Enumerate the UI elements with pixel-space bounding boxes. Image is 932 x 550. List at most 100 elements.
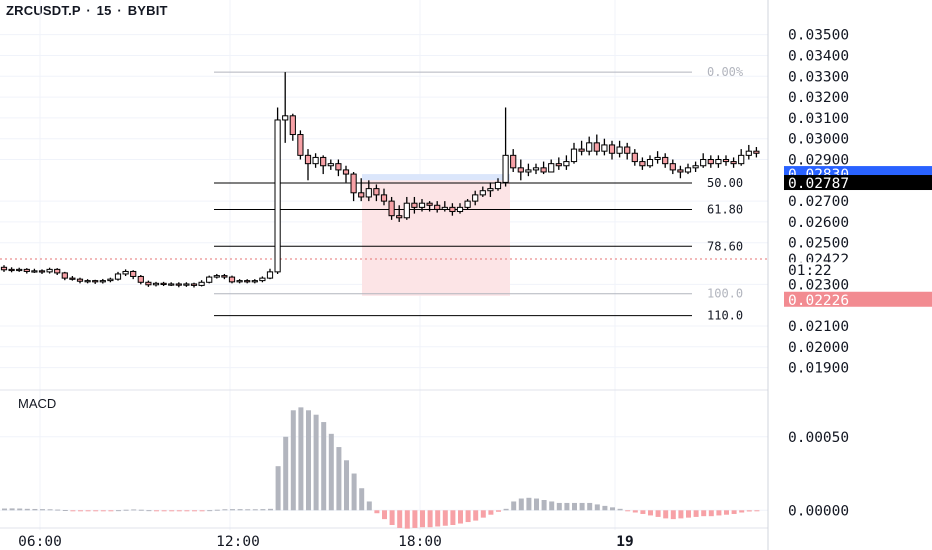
candle: [593, 134, 600, 156]
candle: [251, 279, 258, 284]
price-tick-label: 0.02500: [788, 236, 849, 252]
interval-label[interactable]: 15: [96, 3, 112, 18]
macd-histogram-bar: [572, 502, 577, 511]
macd-histogram-bar: [47, 509, 53, 511]
candle-body: [601, 144, 608, 152]
macd-histogram-bar: [397, 510, 403, 528]
candle-body: [753, 150, 760, 154]
macd-histogram-bar: [655, 510, 661, 517]
macd-histogram-bar: [260, 509, 266, 511]
candle-body: [198, 281, 205, 286]
candle: [654, 151, 661, 164]
candle-body: [494, 181, 502, 190]
macd-histogram-bar: [739, 510, 745, 513]
fib-level-label: 110.0: [707, 309, 743, 323]
candle: [335, 159, 342, 177]
candle: [350, 171, 357, 202]
candle-body: [23, 268, 30, 272]
macd-histogram-bar: [283, 436, 289, 511]
macd-histogram-bar: [404, 510, 410, 529]
macd-histogram-bar: [594, 504, 600, 511]
candle: [373, 184, 380, 202]
candle: [426, 201, 433, 212]
candle: [449, 203, 456, 216]
candle-body: [0, 266, 8, 271]
price-badge-label: 0.02787: [788, 176, 849, 192]
price-tick-label: 0.02000: [788, 340, 849, 356]
candle: [722, 155, 730, 166]
candle-body: [532, 167, 540, 171]
candle-body: [502, 154, 509, 183]
macd-histogram-bar: [442, 510, 448, 526]
candle-body: [487, 188, 494, 192]
macd-histogram-bar: [382, 510, 387, 520]
price-tick-label: 0.02100: [788, 319, 849, 335]
candle: [548, 159, 555, 173]
macd-histogram-bar: [298, 407, 304, 511]
candle-body: [61, 272, 68, 279]
candle: [479, 186, 486, 197]
candle-body: [31, 270, 38, 273]
candle: [84, 279, 91, 284]
macd-histogram-bar: [511, 501, 517, 511]
candle: [99, 278, 106, 284]
symbol-name[interactable]: ZRCUSDT.P: [6, 3, 81, 18]
candle-body: [259, 277, 266, 282]
candle-body: [418, 202, 426, 208]
candle: [601, 138, 608, 156]
macd-histogram-bar: [237, 509, 243, 511]
price-tick-label: 0.03300: [788, 69, 849, 85]
candle: [198, 280, 205, 287]
candle: [365, 180, 372, 202]
candle: [221, 273, 228, 280]
price-tick-label: 0.03000: [788, 132, 849, 148]
macd-histogram-bar: [625, 510, 631, 512]
macd-histogram-bar: [268, 508, 273, 511]
candle-body: [684, 167, 692, 173]
candle: [494, 178, 502, 191]
candle-body: [327, 163, 334, 167]
candle-body: [38, 270, 46, 273]
macd-histogram-bar: [55, 509, 61, 511]
macd-histogram-bar: [701, 510, 707, 517]
candle-body: [669, 163, 676, 171]
candle: [540, 161, 547, 175]
candle: [646, 155, 654, 168]
candle-body: [434, 204, 441, 210]
macd-histogram-bar: [564, 502, 570, 511]
candle-body: [16, 268, 23, 272]
candle: [616, 140, 623, 158]
price-badge: [784, 291, 932, 307]
macd-histogram-bar: [230, 509, 235, 511]
candle-body: [46, 268, 53, 273]
macd-histogram-bar: [556, 502, 562, 511]
candle-body: [479, 190, 486, 196]
candle-body: [388, 200, 395, 217]
macd-histogram-bar: [85, 510, 91, 512]
candle-body: [586, 142, 593, 152]
macd-title: MACD: [18, 396, 57, 411]
candle-body: [456, 206, 464, 213]
macd-histogram-bar: [617, 508, 623, 511]
macd-histogram-bar: [9, 508, 15, 511]
candle: [312, 153, 319, 168]
macd-histogram-bar: [686, 510, 691, 518]
macd-histogram-bar: [108, 510, 114, 512]
macd-histogram-bar: [716, 510, 722, 516]
macd-histogram-bar: [724, 510, 729, 515]
candle-body: [548, 163, 555, 173]
candle-body: [137, 275, 144, 283]
macd-histogram-bar: [693, 510, 699, 517]
macd-histogram-bar: [40, 509, 45, 511]
candle-body: [304, 154, 312, 165]
macd-histogram-bar: [746, 510, 752, 512]
macd-histogram-bar: [708, 510, 714, 517]
candle: [76, 277, 84, 284]
candle-body: [350, 173, 357, 194]
candle: [631, 149, 638, 166]
candle-body: [228, 276, 236, 283]
macd-histogram-bar: [534, 498, 539, 511]
candle-body: [213, 275, 220, 278]
price-tick-label: 0.02700: [788, 194, 849, 210]
